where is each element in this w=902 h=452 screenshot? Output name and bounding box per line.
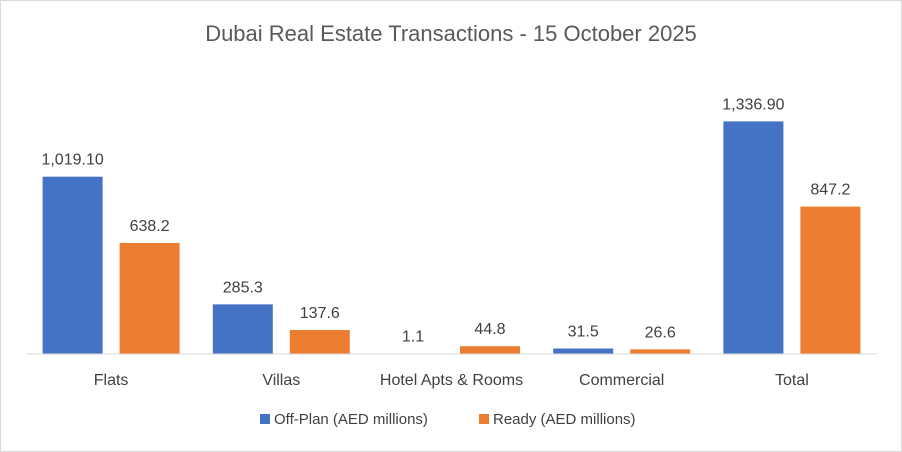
bar-ready-0 (119, 242, 180, 354)
category-label-0: Flats (94, 372, 129, 389)
bars-group (42, 121, 861, 355)
bar-off-plan-1 (212, 304, 273, 354)
category-label-1: Villas (262, 372, 300, 389)
data-label-ready-0: 638.2 (130, 218, 170, 235)
bar-ready-1 (289, 330, 350, 354)
data-label-ready-3: 26.6 (645, 324, 676, 341)
category-labels-group: Flats Villas Hotel Apts & Rooms Commercial T… (94, 372, 809, 389)
bar-ready-2 (460, 346, 520, 354)
legend-label-ready: Ready (AED millions) (493, 411, 636, 428)
legend-swatch-off-plan (260, 414, 270, 424)
data-label-off-plan-4: 1,336.90 (722, 96, 784, 113)
category-label-4: Total (775, 372, 809, 389)
data-label-off-plan-1: 285.3 (223, 279, 263, 296)
data-label-ready-1: 137.6 (300, 305, 340, 322)
bar-off-plan-3 (553, 348, 614, 354)
data-label-ready-2: 44.8 (474, 321, 505, 338)
data-labels-group: 1,019.10 638.2 285.3 137.6 1.1 44.8 31.5 26.6 1,… (41, 96, 850, 345)
data-label-off-plan-0: 1,019.10 (41, 152, 103, 169)
bar-off-plan-4 (723, 121, 784, 355)
data-label-off-plan-2: 1.1 (402, 329, 424, 346)
bar-ready-3 (630, 349, 691, 354)
data-label-off-plan-3: 31.5 (568, 324, 599, 341)
bar-off-plan-0 (42, 176, 103, 354)
legend: Off-Plan (AED millions) Ready (AED millio… (260, 411, 636, 428)
chart-title: Dubai Real Estate Transactions - 15 Octo… (205, 21, 697, 46)
legend-label-off-plan: Off-Plan (AED millions) (274, 411, 428, 428)
data-label-ready-4: 847.2 (810, 182, 850, 199)
legend-swatch-ready (479, 414, 489, 424)
bar-ready-4 (800, 206, 861, 354)
category-label-2: Hotel Apts & Rooms (380, 372, 523, 389)
category-label-3: Commercial (579, 372, 664, 389)
